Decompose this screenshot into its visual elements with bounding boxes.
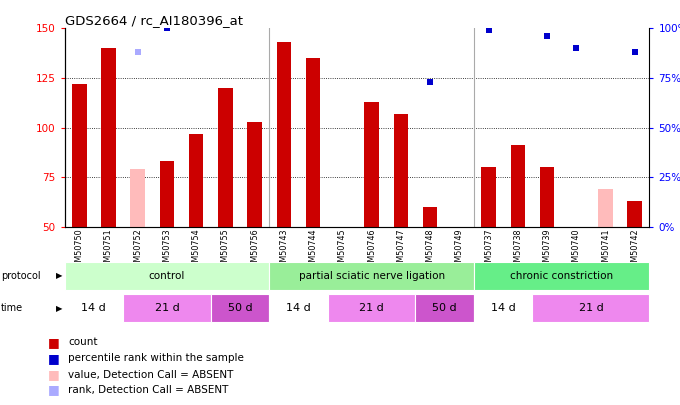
Bar — [211, 294, 269, 322]
Bar — [481, 167, 496, 227]
Bar — [423, 207, 437, 227]
Text: time: time — [1, 303, 23, 313]
Bar — [306, 58, 320, 227]
Text: value, Detection Call = ABSENT: value, Detection Call = ABSENT — [68, 370, 233, 379]
Bar — [532, 294, 649, 322]
Text: protocol: protocol — [1, 271, 40, 281]
Text: ▶: ▶ — [56, 304, 63, 313]
Text: ■: ■ — [48, 368, 59, 381]
Text: count: count — [68, 337, 97, 347]
Bar — [415, 294, 474, 322]
Text: 14 d: 14 d — [286, 303, 311, 313]
Bar — [277, 42, 291, 227]
Bar — [394, 114, 408, 227]
Text: GDS2664 / rc_AI180396_at: GDS2664 / rc_AI180396_at — [65, 14, 243, 27]
Text: 50 d: 50 d — [228, 303, 252, 313]
Text: ▶: ▶ — [56, 271, 63, 280]
Text: partial sciatic nerve ligation: partial sciatic nerve ligation — [299, 271, 445, 281]
Bar — [123, 294, 211, 322]
Bar — [474, 262, 649, 290]
Bar — [628, 201, 642, 227]
Text: rank, Detection Call = ABSENT: rank, Detection Call = ABSENT — [68, 385, 228, 394]
Text: percentile rank within the sample: percentile rank within the sample — [68, 354, 244, 363]
Bar — [65, 262, 269, 290]
Bar — [131, 169, 145, 227]
Text: 21 d: 21 d — [359, 303, 384, 313]
Bar — [269, 262, 474, 290]
Text: 21 d: 21 d — [579, 303, 603, 313]
Text: 14 d: 14 d — [82, 303, 106, 313]
Text: ■: ■ — [48, 383, 59, 396]
Bar — [248, 122, 262, 227]
Bar — [72, 84, 86, 227]
Text: ■: ■ — [48, 336, 59, 349]
Bar — [189, 134, 203, 227]
Bar — [511, 145, 525, 227]
Text: chronic constriction: chronic constriction — [510, 271, 613, 281]
Bar — [540, 167, 554, 227]
Text: 21 d: 21 d — [154, 303, 180, 313]
Text: ■: ■ — [48, 352, 59, 365]
Bar — [65, 294, 123, 322]
Text: 50 d: 50 d — [432, 303, 457, 313]
Bar — [598, 189, 613, 227]
Text: control: control — [149, 271, 185, 281]
Bar — [101, 48, 116, 227]
Text: 14 d: 14 d — [491, 303, 515, 313]
Bar — [474, 294, 532, 322]
Bar — [328, 294, 415, 322]
Bar — [364, 102, 379, 227]
Bar — [160, 161, 174, 227]
Bar — [218, 88, 233, 227]
Bar — [269, 294, 328, 322]
